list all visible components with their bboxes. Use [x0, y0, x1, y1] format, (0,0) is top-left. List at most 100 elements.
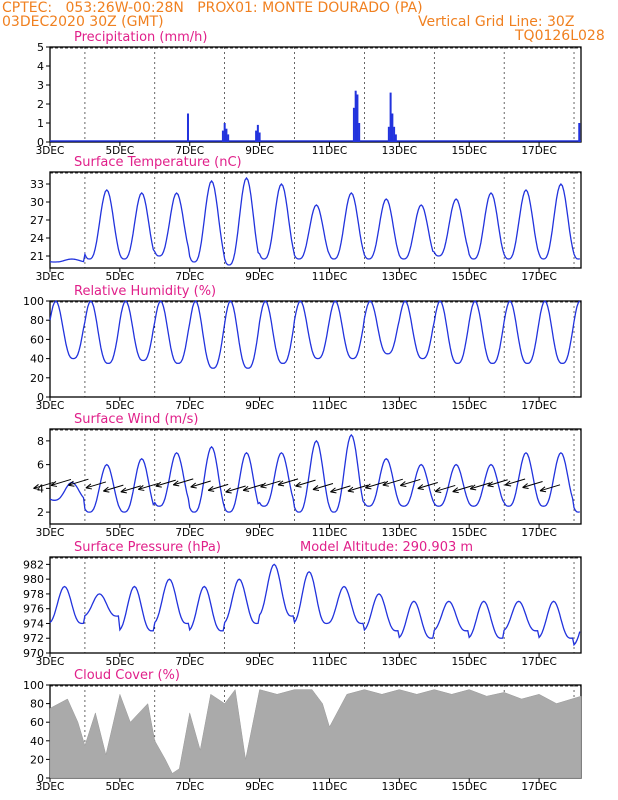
precip-bar: [223, 123, 226, 142]
wind-arrow-head: [539, 486, 547, 493]
wind-arrow-head: [260, 482, 267, 489]
x-tick-label: 7DEC: [175, 400, 204, 412]
x-tick-label: 3DEC: [36, 400, 65, 412]
y-tick-label: 20: [30, 753, 44, 766]
y-tick-label: 80: [30, 314, 44, 327]
precip-bar: [255, 130, 258, 142]
precip-bar: [578, 123, 581, 142]
y-tick-label: 80: [30, 698, 44, 711]
x-tick-label: 3DEC: [36, 781, 65, 793]
x-tick-label: 3DEC: [36, 656, 65, 668]
wind-arrow-head: [469, 484, 477, 491]
panel-frame: [49, 556, 582, 654]
x-tick-label: 15DEC: [451, 656, 486, 668]
y-tick-label: 0: [37, 136, 44, 149]
wind-arrow-head: [382, 480, 389, 487]
y-tick-label: 2: [37, 98, 44, 111]
precip-bar: [391, 113, 394, 142]
wind-arrow: [452, 485, 473, 493]
panel-title: Relative Humidity (%): [74, 284, 216, 299]
wind-arrow-head: [434, 487, 442, 493]
wind-arrow: [68, 478, 89, 486]
panel-title: Surface Temperature (nC): [74, 155, 242, 170]
wind-arrow: [33, 481, 54, 489]
x-tick-label: 7DEC: [175, 656, 204, 668]
wind-arrow: [120, 485, 141, 493]
wind-arrow-head: [365, 483, 372, 490]
wind-arrow-head: [330, 487, 337, 494]
y-tick-label: 3: [37, 79, 44, 92]
x-tick-label: 17DEC: [521, 400, 556, 412]
y-tick-label: 982: [23, 558, 44, 571]
wind-arrow: [85, 481, 107, 489]
x-tick-label: 3DEC: [36, 527, 65, 539]
precip-bar: [256, 124, 259, 142]
x-tick-label: 9DEC: [245, 656, 274, 668]
panel-3: Relative Humidity (%) 0 20 40 60 80 100 3DEC 5DE…: [23, 284, 582, 412]
cloud-cover-area: [49, 688, 582, 779]
panel-title: Surface Wind (m/s): [74, 412, 198, 427]
x-tick-label: 17DEC: [521, 527, 556, 539]
x-tick-label: 15DEC: [451, 527, 486, 539]
wind-arrow: [260, 480, 281, 488]
panel-5: Surface Pressure (hPa) Model Altitude: 29…: [23, 540, 582, 668]
wind-arrow: [50, 478, 72, 486]
x-tick-label: 17DEC: [521, 656, 556, 668]
x-tick-label: 15DEC: [451, 781, 486, 793]
precip-bar: [186, 113, 189, 142]
wind-arrow-head: [242, 485, 250, 492]
y-tick-label: 6: [37, 459, 44, 472]
x-tick-label: 13DEC: [382, 781, 417, 793]
x-tick-label: 11DEC: [312, 271, 347, 283]
series-line: [49, 300, 581, 369]
wind-arrow: [295, 479, 316, 487]
wind-arrow: [208, 483, 229, 491]
wind-arrow-head: [399, 481, 407, 487]
x-tick-label: 17DEC: [521, 271, 556, 283]
x-tick-label: 7DEC: [175, 781, 204, 793]
y-tick-label: 27: [30, 214, 44, 227]
y-tick-label: 1: [37, 117, 44, 130]
y-tick-label: 24: [30, 232, 44, 245]
precip-bar: [394, 134, 397, 142]
wind-arrow: [400, 478, 421, 486]
wind-arrow-head: [172, 480, 180, 487]
wind-arrow: [103, 484, 124, 492]
precip-bar: [221, 130, 224, 142]
x-tick-label: 5DEC: [106, 781, 135, 793]
y-tick-label: 21: [30, 250, 44, 263]
y-tick-label: 5: [37, 41, 44, 54]
x-tick-label: 11DEC: [312, 656, 347, 668]
panel-title: Surface Pressure (hPa): [74, 540, 221, 555]
panel-frame: [49, 428, 582, 525]
wind-arrow-head: [207, 485, 215, 492]
wind-arrow: [417, 481, 438, 489]
precip-bar: [393, 126, 396, 142]
x-tick-label: 11DEC: [312, 145, 347, 157]
wind-arrow-head: [33, 484, 40, 490]
y-tick-label: 976: [23, 603, 44, 616]
x-tick-label: 7DEC: [175, 271, 204, 283]
y-tick-label: 60: [30, 716, 44, 729]
x-tick-label: 11DEC: [312, 527, 347, 539]
precip-bar: [354, 90, 357, 142]
x-tick-label: 13DEC: [382, 271, 417, 283]
x-tick-label: 11DEC: [312, 400, 347, 412]
precip-bar: [358, 123, 361, 142]
wind-arrow-head: [68, 480, 75, 487]
wind-arrow-head: [504, 480, 512, 487]
y-tick-label: 970: [23, 647, 44, 660]
series-line: [49, 563, 581, 647]
wind-arrow-head: [312, 485, 320, 491]
precip-bar: [356, 94, 359, 142]
y-tick-label: 100: [23, 295, 44, 308]
x-tick-label: 11DEC: [312, 781, 347, 793]
x-tick-label: 17DEC: [521, 781, 556, 793]
panel-frame: [49, 171, 582, 269]
wind-arrow-head: [155, 481, 162, 488]
panel-title: Cloud Cover (%): [74, 668, 180, 683]
wind-arrow: [382, 478, 403, 486]
wind-arrow: [190, 480, 211, 488]
wind-arrow-head: [295, 481, 302, 488]
